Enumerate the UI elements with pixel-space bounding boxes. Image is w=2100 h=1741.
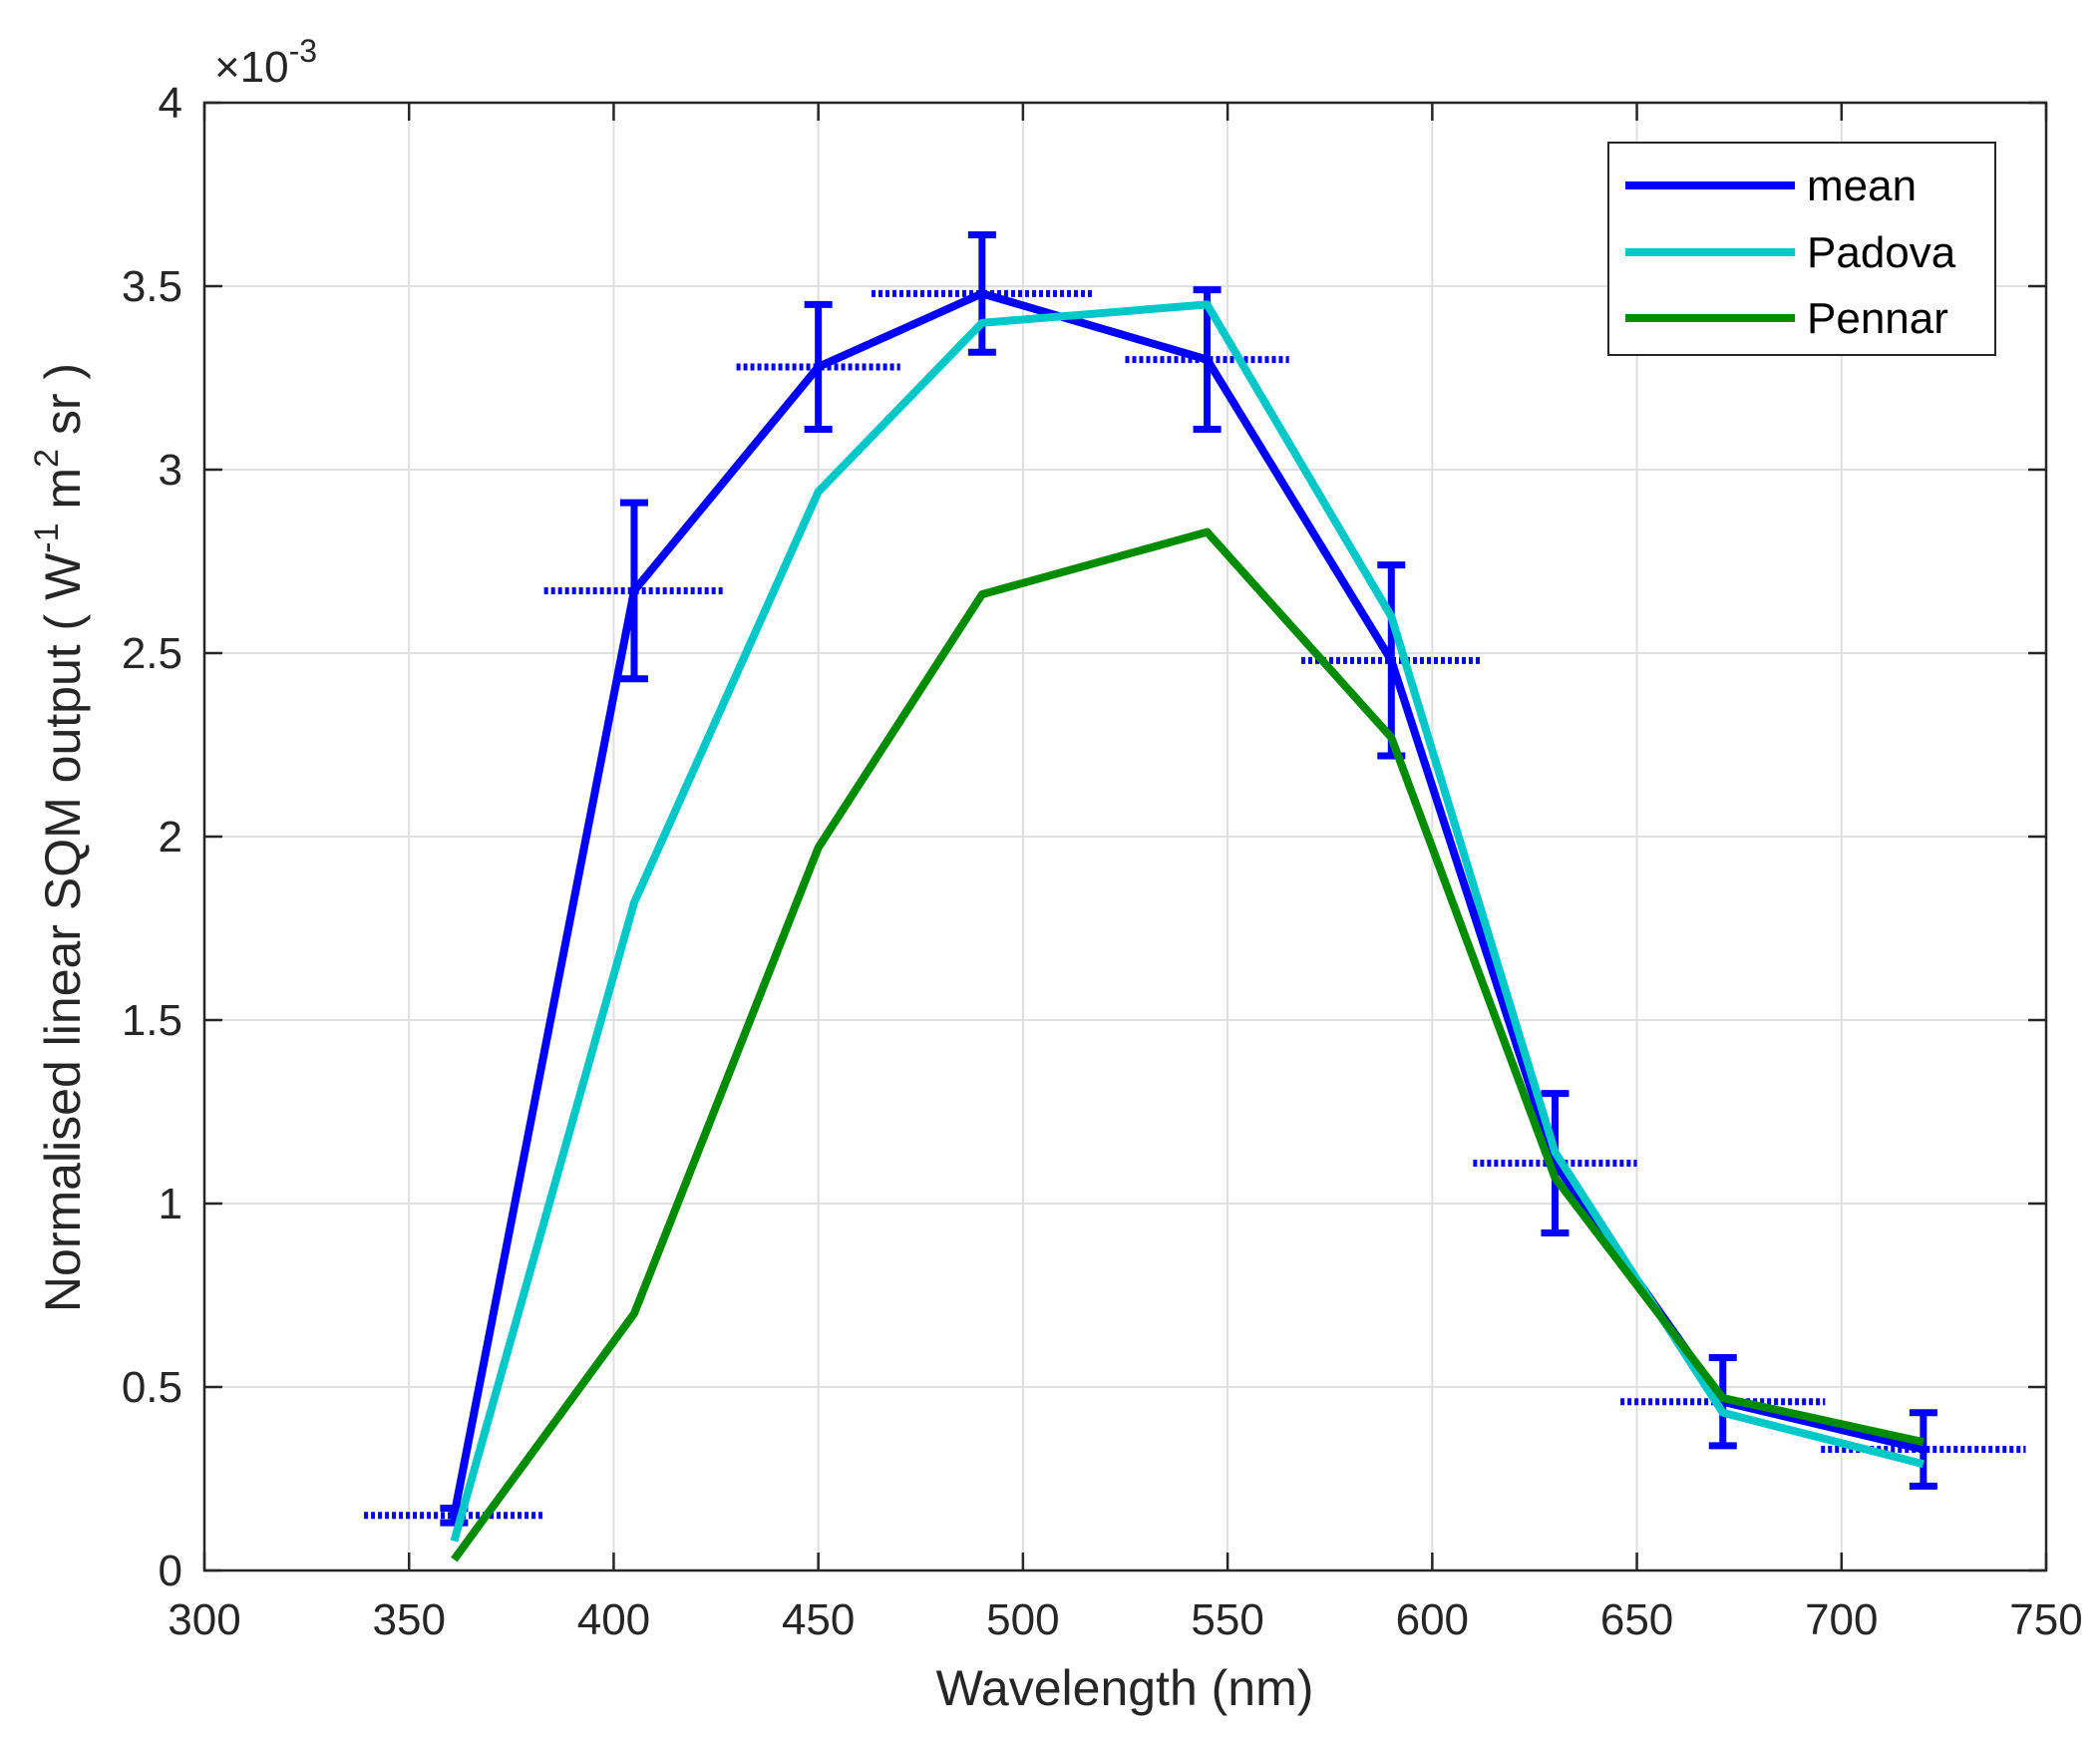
y-tick-label: 1 [159, 1180, 182, 1228]
y-tick-label: 2 [159, 813, 182, 862]
x-axis-label: Wavelength (nm) [936, 1660, 1314, 1716]
y-tick-label: 1.5 [122, 996, 182, 1045]
x-tick-label: 400 [577, 1595, 650, 1644]
x-tick-label: 700 [1805, 1595, 1878, 1644]
series [364, 230, 2026, 1563]
legend-label-mean: mean [1807, 162, 1917, 210]
y-tick-label: 0.5 [122, 1363, 182, 1412]
y-tick-label: 0 [159, 1547, 182, 1595]
y-axis-exponent: ×10-3 [214, 33, 317, 92]
x-tick-label: 300 [168, 1595, 240, 1644]
x-tick-label: 650 [1600, 1595, 1673, 1644]
x-tick-label: 550 [1191, 1595, 1263, 1644]
y-axis-label: Normalised linear SQM output ( W-1 m2 sr… [28, 363, 91, 1312]
axis-ticks: 300 350 400 450 500 550 600 650 700 750 0 0.5 1 1.5 2 2… [122, 79, 2083, 1644]
y-tick-label: 4 [159, 79, 182, 128]
x-tick-label: 350 [373, 1595, 446, 1644]
y-tick-label: 3.5 [122, 262, 182, 311]
y-tick-label: 2.5 [122, 629, 182, 678]
legend-label-pennar: Pennar [1807, 294, 1948, 343]
legend-label-padova: Padova [1807, 228, 1956, 277]
x-tick-label: 500 [986, 1595, 1059, 1644]
series-mean [364, 230, 2026, 1527]
x-tick-label: 450 [782, 1595, 855, 1644]
legend: mean Padova Pennar [1607, 142, 1996, 356]
x-tick-label: 600 [1396, 1595, 1469, 1644]
x-tick-label: 750 [2009, 1595, 2082, 1644]
series-pennar [451, 527, 1925, 1563]
series-line-pennar [451, 527, 1925, 1563]
y-tick-label: 3 [159, 446, 182, 495]
